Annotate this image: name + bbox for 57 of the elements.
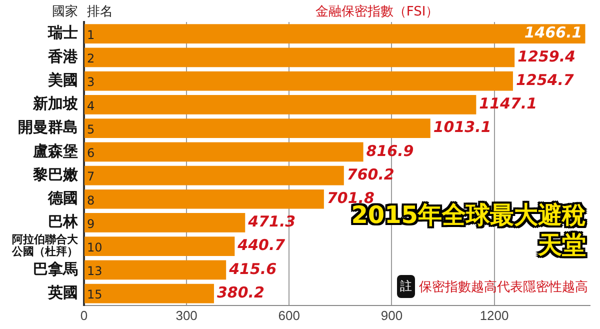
y-tick-label: 巴拿馬 <box>33 260 78 278</box>
data-label: 1013.1 <box>433 118 492 136</box>
x-tick-label: 1200 <box>480 308 509 323</box>
y-tick-label: 巴林 <box>48 212 79 231</box>
y-tick-label: 開曼群島 <box>18 118 78 136</box>
bar <box>84 24 586 44</box>
data-label: 1466.1 <box>524 24 582 42</box>
x-tick-label: 300 <box>176 308 198 323</box>
annotation: 保密指數越高代表隱密性越高 <box>419 278 588 296</box>
data-label: 471.3 <box>247 212 296 231</box>
annotation: 8 <box>87 193 95 208</box>
bar <box>84 71 513 91</box>
data-label: 760.2 <box>346 165 394 184</box>
y-tick-label: 香港 <box>47 47 79 66</box>
bar <box>84 236 235 256</box>
annotation: 13 <box>87 264 102 278</box>
bar <box>84 118 430 138</box>
annotation: 7 <box>87 170 95 184</box>
y-tick-label: 盧森堡 <box>32 142 78 160</box>
annotation: 15 <box>87 288 102 302</box>
y-tick-label: 瑞士 <box>47 24 78 42</box>
annotation: 2 <box>87 52 95 66</box>
y-tick-label: 美國 <box>47 70 78 89</box>
data-label: 1259.4 <box>518 47 576 66</box>
annotation: 註 <box>397 275 415 298</box>
annotation: 9 <box>87 216 95 231</box>
bar <box>84 166 344 186</box>
annotation: 6 <box>87 146 95 160</box>
data-label: 415.6 <box>228 260 277 278</box>
y-axis-title: 國家 <box>52 3 78 20</box>
annotation: 1 <box>87 28 95 42</box>
x-tick-label: 0 <box>80 308 88 323</box>
y-tick-label: 德國 <box>47 189 78 208</box>
text: 排名 <box>87 4 113 20</box>
bar <box>84 213 246 232</box>
x-axis-title: 金融保密指數（FSI） <box>315 4 439 20</box>
y-tick-label: 黎巴嫩 <box>32 165 79 184</box>
y-tick-label: 阿拉伯聯合大公國（杜拜） <box>11 233 79 258</box>
annotation: 5 <box>87 122 95 136</box>
y-tick-label: 新加坡 <box>32 94 79 113</box>
x-tick-label: 900 <box>380 308 403 323</box>
y-tick-label: 英國 <box>47 283 78 302</box>
bar <box>84 284 214 304</box>
data-label: 380.2 <box>216 283 264 302</box>
data-label: 1147.1 <box>479 94 538 113</box>
x-tick-label: 600 <box>278 308 300 323</box>
annotation: 4 <box>87 98 95 113</box>
data-label: 816.9 <box>366 142 414 160</box>
annotation: 10 <box>87 240 102 254</box>
data-label: 440.7 <box>236 236 286 254</box>
bar <box>84 48 515 68</box>
bar <box>84 94 476 114</box>
data-label: 1254.7 <box>516 70 574 89</box>
bar <box>84 189 324 209</box>
bar <box>84 260 226 280</box>
bar <box>84 142 364 162</box>
annotation: 3 <box>87 75 95 90</box>
